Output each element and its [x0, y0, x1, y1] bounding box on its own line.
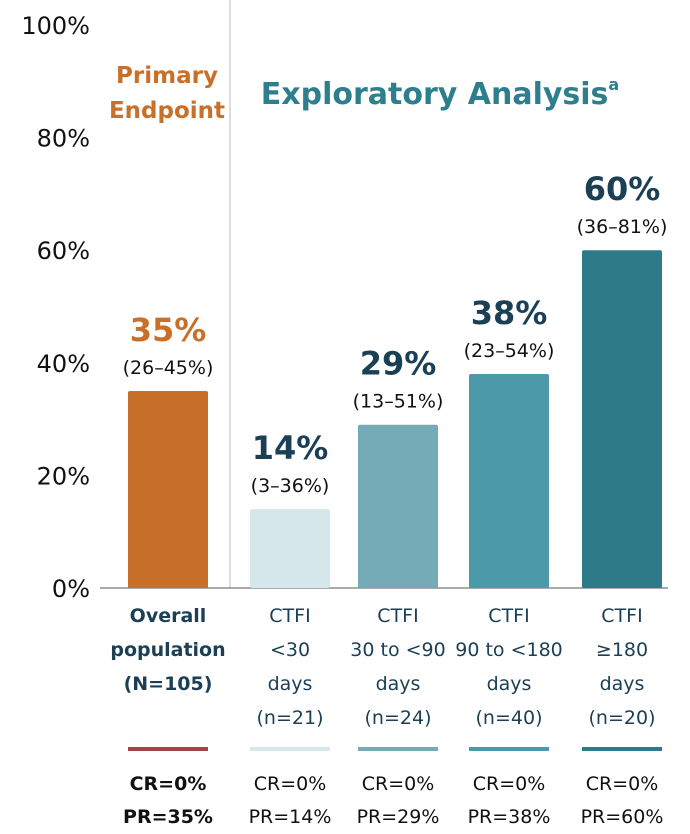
category-label: days	[376, 673, 421, 695]
bar	[469, 374, 549, 588]
y-tick-label: 60%	[37, 237, 90, 265]
pr-label: PR=29%	[357, 806, 440, 828]
category-label: CTFI	[488, 605, 529, 627]
pr-label: PR=60%	[581, 806, 664, 828]
category-label: (n=20)	[589, 707, 656, 729]
value-label: 38%	[471, 294, 548, 332]
primary-title-line1: Primary	[116, 63, 218, 89]
y-axis: 0% 20% 40% 60% 80% 100%	[21, 12, 90, 603]
ci-label: (3–36%)	[251, 475, 330, 497]
exploratory-title: Exploratory Analysisa	[261, 75, 619, 112]
value-label: 35%	[130, 311, 207, 349]
category-underline	[469, 747, 549, 751]
category-label: 90 to <180	[455, 639, 563, 661]
bars: 35% (26–45%) Overall population (N=105) CR=0%…	[110, 170, 667, 828]
y-tick-label: 100%	[21, 12, 90, 40]
ci-label: (26–45%)	[123, 357, 214, 379]
y-tick-label: 40%	[37, 350, 90, 378]
value-label: 14%	[252, 429, 329, 467]
exploratory-title-text: Exploratory Analysis	[261, 77, 609, 112]
category-underline	[582, 747, 662, 751]
ci-label: (13–51%)	[353, 391, 444, 413]
category-label: CTFI	[601, 605, 642, 627]
category-underline	[358, 747, 438, 751]
bar	[582, 250, 662, 588]
cr-label: CR=0%	[254, 773, 327, 795]
cr-label: CR=0%	[473, 773, 546, 795]
category-label: Overall	[130, 605, 207, 627]
category-label: (n=40)	[476, 707, 543, 729]
y-tick-label: 20%	[37, 462, 90, 490]
pr-label: PR=14%	[249, 806, 332, 828]
cr-label: CR=0%	[362, 773, 435, 795]
category-underline	[250, 747, 330, 751]
category-label: days	[487, 673, 532, 695]
bar	[358, 424, 438, 588]
category-label: days	[268, 673, 313, 695]
category-label: <30	[270, 639, 310, 661]
category-label: ≥180	[596, 639, 648, 661]
category-label: CTFI	[377, 605, 418, 627]
y-tick-label: 80%	[37, 125, 90, 153]
exploratory-superscript: a	[608, 75, 619, 94]
category-label: CTFI	[269, 605, 310, 627]
value-label: 60%	[584, 170, 661, 208]
y-tick-label: 0%	[52, 575, 90, 603]
pr-label: PR=35%	[123, 806, 213, 828]
bar	[128, 390, 208, 588]
category-label: 30 to <90	[350, 639, 445, 661]
category-label: population	[110, 639, 225, 661]
ci-label: (36–81%)	[577, 216, 668, 238]
category-label: (n=24)	[365, 707, 432, 729]
cr-label: CR=0%	[586, 773, 659, 795]
value-label: 29%	[360, 345, 437, 383]
category-label: days	[600, 673, 645, 695]
pr-label: PR=38%	[468, 806, 551, 828]
category-label: (n=21)	[257, 707, 324, 729]
category-underline	[128, 747, 208, 751]
ci-label: (23–54%)	[464, 340, 555, 362]
primary-title-line2: Endpoint	[109, 98, 225, 124]
bar	[250, 509, 330, 588]
category-label: (N=105)	[124, 673, 213, 695]
cr-label: CR=0%	[130, 773, 207, 795]
